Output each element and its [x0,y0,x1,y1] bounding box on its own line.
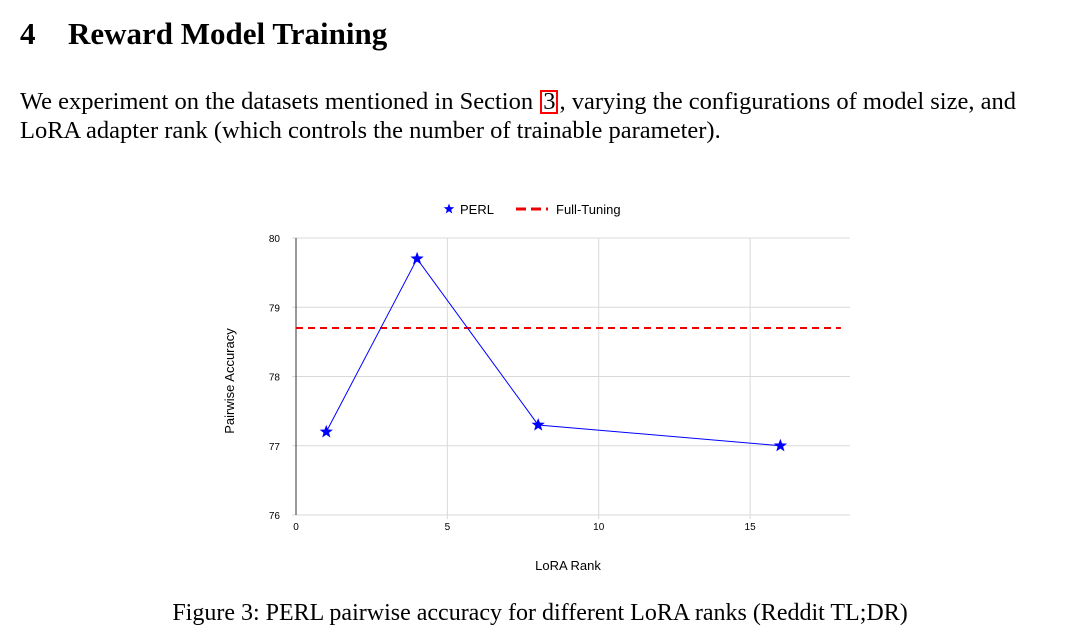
data-point-rank-4 [410,251,424,265]
section-heading: 4 Reward Model Training [20,14,387,54]
y-tick-label-78: 78 [269,373,281,384]
section-number: 4 [20,16,36,51]
legend: PERL Full-Tuning [443,202,621,217]
x-tick-label-10: 10 [593,522,605,533]
body-paragraph: We experiment on the datasets mentioned … [20,87,1065,145]
data-point-rank-8 [531,417,545,431]
series-layer [319,251,788,452]
figure-caption: Figure 3: PERL pairwise accuracy for dif… [172,600,908,626]
y-tick-label-80: 80 [269,234,281,245]
axis-layer: 76 77 78 79 80 0 5 10 15 [269,234,756,533]
legend-full-tuning-label: Full-Tuning [556,202,621,217]
paragraph-line-2: LoRA adapter rank (which controls the nu… [20,117,721,144]
x-axis-label: LoRA Rank [535,558,601,573]
data-point-rank-1 [319,424,333,438]
section-title: Reward Model Training [68,16,388,51]
y-axis-label: Pairwise Accuracy [222,328,237,434]
y-tick-label-79: 79 [269,303,281,314]
x-tick-label-0: 0 [293,522,299,533]
grid-layer [292,237,850,519]
y-tick-label-77: 77 [269,442,281,453]
paragraph-text-before-ref: We experiment on the datasets mentioned … [20,88,534,115]
data-point-rank-16 [773,438,788,452]
section-reference-link[interactable]: 3 [540,89,559,114]
x-tick-label-5: 5 [445,522,451,533]
legend-perl-marker [443,203,455,214]
paragraph-text-after-ref: , varying the configurations of model si… [559,88,1016,115]
legend-perl-label: PERL [460,202,494,217]
x-tick-label-15: 15 [745,522,757,533]
chart-figure: 76 77 78 79 80 0 5 10 15 PERL Full-Tuning LoRA Ra… [205,190,865,585]
y-tick-label-76: 76 [269,511,281,522]
paragraph-line-1: We experiment on the datasets mentioned … [20,87,1065,116]
series-line-perl [325,257,781,447]
accuracy-chart: 76 77 78 79 80 0 5 10 15 PERL Full-Tuning LoRA Ra… [222,202,850,573]
